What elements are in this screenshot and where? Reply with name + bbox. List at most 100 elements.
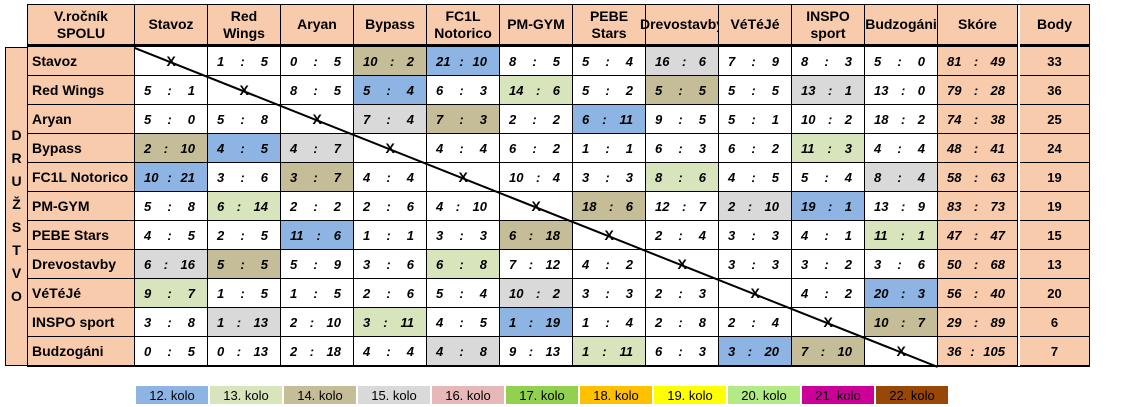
score-cell: 2:6 (354, 192, 427, 221)
points-header: Body (1020, 5, 1090, 45)
away-goals: 3 (771, 227, 779, 243)
total-score: 58:63 (938, 163, 1018, 192)
home-goals: 3 (436, 227, 444, 243)
column-header: Stavoz (135, 5, 208, 45)
side-label-letter: U (11, 173, 22, 189)
column-header: INSPO sport (792, 5, 865, 45)
away-goals: 8 (187, 198, 195, 214)
home-goals: 21 (436, 53, 451, 69)
away-goals: 8 (479, 343, 487, 359)
score-cell: 7:10 (792, 337, 865, 366)
score-separator: : (970, 343, 975, 359)
score-cell: 2:2 (281, 192, 354, 221)
score-separator: : (747, 198, 753, 214)
goals-for: 50 (947, 256, 962, 272)
side-label-letter: T (12, 242, 21, 258)
goals-for: 79 (947, 82, 962, 98)
legend-item: 18. kolo (580, 386, 652, 404)
score-cell: 5:5 (208, 250, 281, 279)
score-cell: 2:2 (500, 105, 573, 134)
home-goals: 10 (874, 314, 889, 330)
score-separator: : (747, 343, 753, 359)
away-goals: 2 (844, 111, 852, 127)
home-goals: 2 (655, 227, 663, 243)
score-cell: 5:4 (427, 279, 500, 308)
score-separator: : (973, 314, 979, 330)
score-cell: 6:14 (208, 192, 281, 221)
home-goals: 4 (436, 140, 444, 156)
away-goals: 7 (333, 140, 341, 156)
score-separator: : (167, 198, 172, 214)
away-goals: 3 (479, 111, 487, 127)
away-goals: 5 (187, 343, 195, 359)
goals-against: 49 (990, 53, 1005, 69)
score-separator: : (751, 53, 756, 69)
home-goals: 5 (728, 111, 736, 127)
home-goals: 8 (801, 53, 809, 69)
away-goals: 0 (917, 53, 925, 69)
corner-header: V.ročník SPOLU (28, 5, 135, 45)
score-separator: : (386, 111, 391, 127)
score-separator: : (528, 256, 534, 272)
score-separator: : (827, 198, 833, 214)
away-goals: 11 (619, 343, 633, 359)
column-header: Bypass (354, 5, 427, 45)
home-goals: 7 (363, 111, 371, 127)
score-cell: 1:5 (208, 279, 281, 308)
score-cell: 13:1 (792, 76, 865, 105)
score-cell: 4:5 (135, 221, 208, 250)
away-goals: 6 (552, 82, 560, 98)
score-cell: 7:4 (354, 105, 427, 134)
home-goals: 14 (509, 82, 524, 98)
score-header: Skóre (938, 5, 1018, 45)
score-separator: : (824, 169, 829, 185)
side-label-letter: D (11, 127, 22, 143)
score-separator: : (678, 169, 683, 185)
away-goals: 2 (771, 140, 779, 156)
away-goals: 5 (698, 82, 706, 98)
score-cell: 1:1 (573, 134, 646, 163)
points-value: 6 (1020, 308, 1090, 337)
goals-against: 68 (990, 256, 1005, 272)
home-goals: 7 (436, 111, 444, 127)
away-goals: 3 (698, 343, 706, 359)
away-goals: 5 (552, 53, 560, 69)
score-separator: : (535, 82, 541, 98)
away-goals: 2 (552, 140, 560, 156)
home-goals: 11 (874, 227, 888, 243)
score-cell: 10:2 (500, 279, 573, 308)
score-separator: : (973, 198, 979, 214)
score-cell: 1:11 (573, 337, 646, 366)
away-goals: 8 (260, 111, 268, 127)
home-goals: 5 (801, 169, 809, 185)
score-cell: 18:2 (865, 105, 938, 134)
score-separator: : (313, 169, 318, 185)
score-separator: : (897, 256, 902, 272)
score-separator: : (824, 285, 829, 301)
away-goals: 4 (552, 169, 560, 185)
away-goals: 10 (472, 53, 487, 69)
points-value: 13 (1020, 250, 1090, 279)
away-goals: 6 (406, 256, 414, 272)
diagonal-x-mark: X (750, 284, 760, 301)
home-goals: 8 (509, 53, 517, 69)
away-goals: 0 (917, 82, 925, 98)
score-separator: : (167, 111, 172, 127)
away-goals: 2 (917, 111, 925, 127)
round-legend: 12. kolo 13. kolo 14. kolo 15. kolo 16. kolo… (0, 386, 1122, 406)
away-goals: 6 (625, 198, 633, 214)
score-cell: 6:16 (135, 250, 208, 279)
side-label-letter: V (11, 265, 22, 281)
home-goals: 5 (217, 256, 225, 272)
away-goals: 2 (552, 111, 560, 127)
points-value: 19 (1020, 163, 1090, 192)
away-goals: 13 (253, 343, 268, 359)
score-separator: : (459, 111, 464, 127)
score-cell: 4:8 (427, 337, 500, 366)
home-goals: 1 (582, 140, 590, 156)
home-goals: 7 (728, 53, 736, 69)
home-goals: 9 (655, 111, 663, 127)
away-goals: 3 (698, 140, 706, 156)
score-cell: 4:2 (792, 279, 865, 308)
home-goals: 10 (801, 111, 816, 127)
